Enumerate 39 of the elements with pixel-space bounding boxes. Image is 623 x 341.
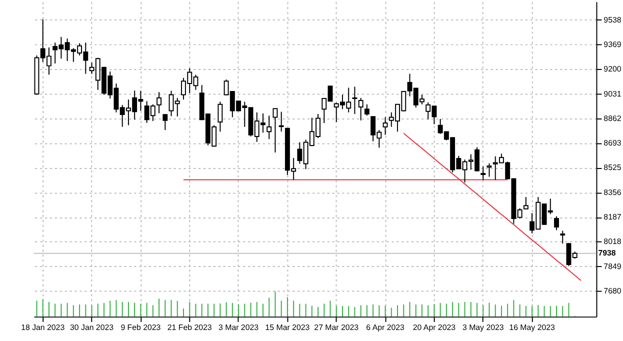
y-tick-label: 8187: [604, 212, 622, 222]
y-tick-label: 7849: [604, 262, 622, 271]
y-tick-label: 9031: [604, 89, 622, 98]
candlestick: [266, 115, 272, 140]
candlestick: [156, 92, 162, 114]
x-tick-label: 30 Jan 2023: [70, 322, 114, 332]
y-tick-label: 7680: [604, 286, 622, 296]
x-tick-label: 6 Apr 2023: [366, 322, 406, 332]
x-tick-label: 9 Feb 2023: [120, 322, 162, 332]
candlestick: [278, 111, 284, 132]
candlestick: [486, 162, 492, 178]
y-tick-label: 9369: [604, 40, 622, 49]
x-tick-label: 16 May 2023: [509, 322, 556, 332]
candlestick: [218, 101, 223, 132]
y-tick-label: 8356: [604, 188, 622, 197]
x-tick-label: 27 Mar 2023: [314, 322, 360, 332]
candlestick: [480, 166, 486, 180]
candlestick: [162, 113, 168, 131]
x-tick-label: 20 Apr 2023: [412, 322, 456, 332]
y-tick-label: 9200: [604, 64, 622, 74]
candlestick: [554, 216, 559, 231]
candlestick: [382, 116, 388, 136]
x-tick-label: 21 Feb 2023: [167, 322, 212, 332]
x-tick-label: 3 May 2023: [462, 322, 504, 332]
candlestick: [523, 196, 528, 210]
candlestick: [272, 108, 278, 154]
y-tick-label: 9538: [604, 15, 622, 24]
y-tick-label: 8018: [604, 237, 622, 246]
candlestick: [560, 230, 566, 244]
y-tick-label: 8862: [604, 114, 622, 123]
y-tick-label: 8525: [604, 163, 622, 172]
y-tick-label: 8693: [604, 138, 622, 148]
x-tick-label: 18 Jan 2023: [21, 322, 66, 332]
candlestick: [364, 104, 370, 116]
x-tick-label: 3 Mar 2023: [218, 322, 260, 332]
ref-line-label: 7938: [598, 248, 616, 258]
x-tick-label: 15 Mar 2023: [265, 322, 310, 332]
candlestick: [358, 97, 364, 121]
candlestick: [352, 86, 358, 114]
